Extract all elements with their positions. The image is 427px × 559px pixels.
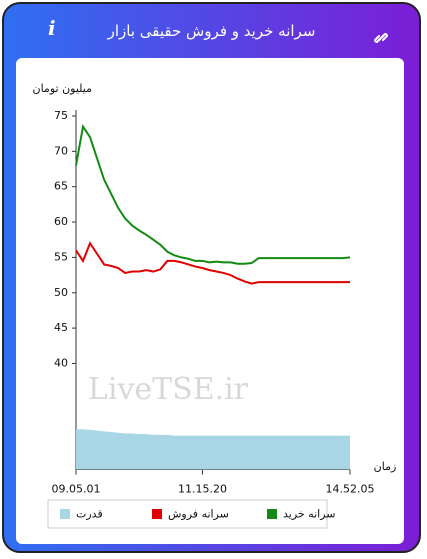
y-tick-label: 40: [54, 356, 68, 369]
legend-box: [47, 499, 328, 529]
header-title: سرانه خرید و فروش حقیقی بازار: [107, 22, 316, 40]
y-tick-label: 55: [54, 250, 68, 263]
y-axis-label: میلیون تومان: [33, 82, 93, 95]
legend-label: قدرت: [76, 508, 103, 521]
legend-label: سرانه خرید: [283, 508, 336, 521]
y-tick-label: 75: [54, 109, 68, 122]
line: [75, 123, 351, 265]
x-tick-label: 14.52.05: [326, 483, 375, 496]
legend-swatch: [152, 509, 162, 519]
y-tick-label: 65: [54, 180, 68, 193]
info-button[interactable]: i: [48, 16, 56, 40]
y-tick-label: 50: [54, 286, 68, 299]
x-axis-label: زمان: [374, 460, 397, 473]
watermark: LiveTSE.ir: [88, 372, 249, 407]
y-tick-label: 60: [54, 215, 68, 228]
legend-label: سرانه فروش: [168, 508, 229, 521]
area: [76, 429, 350, 470]
line: [75, 241, 350, 285]
y-tick-label: 45: [54, 321, 68, 334]
x-tick-label: 11.15.20: [178, 483, 227, 496]
link-icon[interactable]: [373, 30, 389, 46]
y-tick-label: 70: [54, 144, 68, 157]
legend-swatch: [60, 509, 70, 519]
x-tick-label: 09.05.01: [52, 483, 101, 496]
legend-swatch: [267, 509, 277, 519]
